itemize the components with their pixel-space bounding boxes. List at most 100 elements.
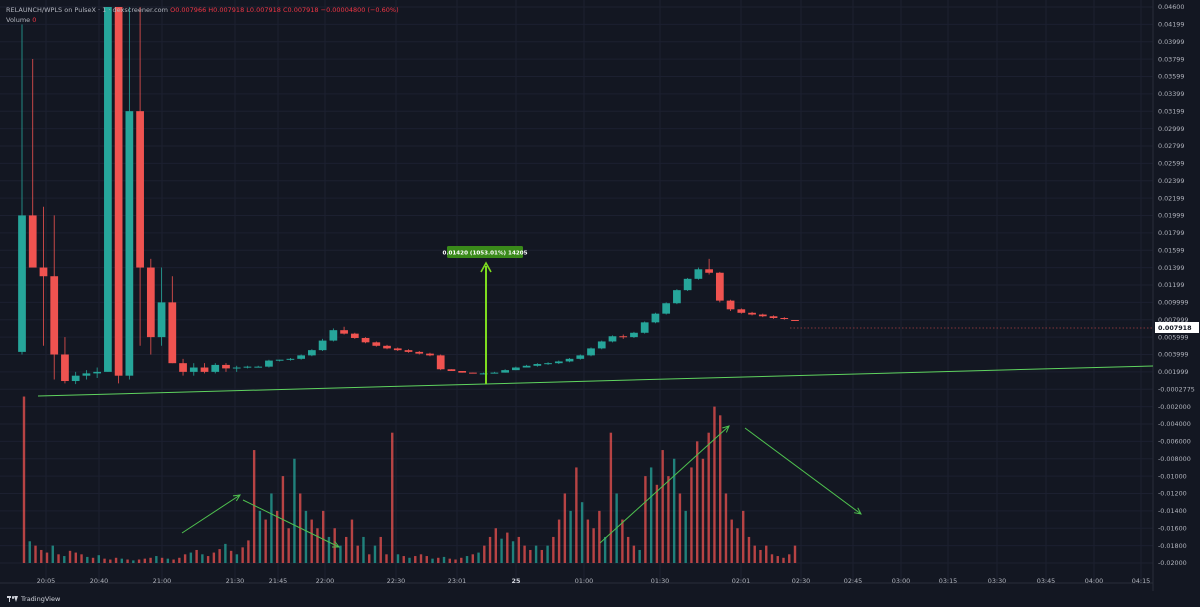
price-tick-label: 0.02399 xyxy=(1158,177,1184,185)
price-tick-label: -0.006000 xyxy=(1158,438,1191,446)
tradingview-brand[interactable]: TradingView xyxy=(7,595,60,603)
candle-body xyxy=(469,372,477,374)
volume-bar xyxy=(511,541,515,563)
volume-bar xyxy=(86,556,89,563)
volume-bar xyxy=(206,556,210,563)
price-tick-label: -0.002000 xyxy=(1158,403,1191,411)
time-tick-label: 03:30 xyxy=(988,577,1006,585)
candle-body xyxy=(18,215,26,352)
volume-bar xyxy=(586,519,590,563)
volume-bar xyxy=(713,406,716,563)
volume-bar xyxy=(316,528,319,563)
volume-bar xyxy=(765,545,768,563)
price-tick-label: 0.005999 xyxy=(1158,333,1189,341)
volume-arrow-down-left-head xyxy=(331,541,341,548)
candle-body xyxy=(597,341,606,349)
volume-bar xyxy=(719,415,722,563)
volume-arrow-up-left-head xyxy=(232,494,241,502)
brand-name: TradingView xyxy=(21,595,61,603)
volume-bar xyxy=(598,510,601,563)
volume-bar xyxy=(632,545,636,563)
volume-bar xyxy=(212,552,216,563)
volume-arrow-up-right xyxy=(599,425,730,544)
volume-bar xyxy=(126,559,129,563)
time-tick-label: 03:15 xyxy=(939,577,957,585)
time-tick-label: 23:01 xyxy=(448,577,466,585)
volume-bar xyxy=(235,554,239,563)
time-tick-label: 25 xyxy=(512,577,521,585)
candle-body xyxy=(61,354,69,382)
volume-bar xyxy=(293,458,296,563)
price-tick-label: 0.03999 xyxy=(1158,38,1184,46)
volume-bar xyxy=(747,536,751,563)
volume-bar xyxy=(603,536,607,563)
candle-body xyxy=(715,272,724,301)
volume-bar xyxy=(91,557,95,563)
volume-bar xyxy=(695,441,699,563)
volume-bar xyxy=(483,545,486,563)
candle-body xyxy=(683,278,692,291)
price-tick-label: 0.02999 xyxy=(1158,125,1184,133)
candle-body xyxy=(39,267,48,277)
candle-body xyxy=(222,364,230,369)
price-tick-label: 0.03599 xyxy=(1158,73,1184,81)
volume-bar xyxy=(569,510,572,563)
last-price-tag xyxy=(1155,322,1199,333)
volume-bar xyxy=(34,545,37,563)
volume-bar xyxy=(546,545,549,563)
volume-bar xyxy=(345,536,348,563)
candle-body xyxy=(275,359,284,361)
volume-bar xyxy=(736,528,739,563)
volume-bar xyxy=(609,432,613,563)
legend-change: −0.00004800 (−0.60%) xyxy=(320,6,399,14)
legend-close: C0.007918 xyxy=(283,6,319,14)
time-tick-label: 20:40 xyxy=(90,577,108,585)
time-tick-label: 03:00 xyxy=(892,577,910,585)
volume-bar xyxy=(626,536,630,563)
volume-bar xyxy=(506,532,509,563)
volume-bar xyxy=(373,545,377,563)
price-tick-label: -0.01400 xyxy=(1158,507,1187,515)
price-tick-label: -0.01000 xyxy=(1158,472,1187,480)
volume-arrow-down-left xyxy=(242,499,340,548)
volume-bar xyxy=(80,554,83,563)
volume-bar xyxy=(68,550,72,563)
volume-bar xyxy=(523,545,526,563)
volume-bar xyxy=(143,558,147,563)
candle-body xyxy=(189,367,198,372)
volume-bar xyxy=(684,510,687,563)
volume-bar xyxy=(788,554,791,563)
legend-low: L0.007918 xyxy=(246,6,281,14)
volume-bar xyxy=(28,541,31,563)
time-tick-label: 03:45 xyxy=(1037,577,1055,585)
measure-arrowhead xyxy=(480,261,492,273)
volume-bar xyxy=(701,458,705,563)
candle-body xyxy=(114,7,123,376)
measure-label-box xyxy=(447,246,523,258)
volume-bar xyxy=(385,554,388,563)
volume-bar xyxy=(402,556,405,563)
price-tick-label: -0.01600 xyxy=(1158,524,1187,532)
volume-bar xyxy=(339,545,342,563)
time-tick-label: 22:30 xyxy=(387,577,405,585)
candle-body xyxy=(511,367,520,371)
candle-body xyxy=(769,316,778,319)
price-tick-label: 0.03799 xyxy=(1158,55,1184,63)
price-tick-label: 0.01399 xyxy=(1158,264,1184,272)
volume-bar xyxy=(40,549,43,563)
candle-body xyxy=(758,314,767,317)
price-tick-label: 0.03399 xyxy=(1158,90,1184,98)
volume-bar xyxy=(661,450,664,563)
candle-body xyxy=(630,332,638,338)
volume-arrow-down-right xyxy=(744,427,862,515)
time-tick-label: 01:30 xyxy=(651,577,669,585)
candle-body xyxy=(415,351,424,354)
volume-bar xyxy=(690,467,693,563)
price-tick-label: -0.01800 xyxy=(1158,542,1187,550)
candle-body xyxy=(157,302,166,338)
volume-bar xyxy=(63,556,66,563)
volume-bar xyxy=(621,519,624,563)
time-tick-label: 02:01 xyxy=(732,577,750,585)
